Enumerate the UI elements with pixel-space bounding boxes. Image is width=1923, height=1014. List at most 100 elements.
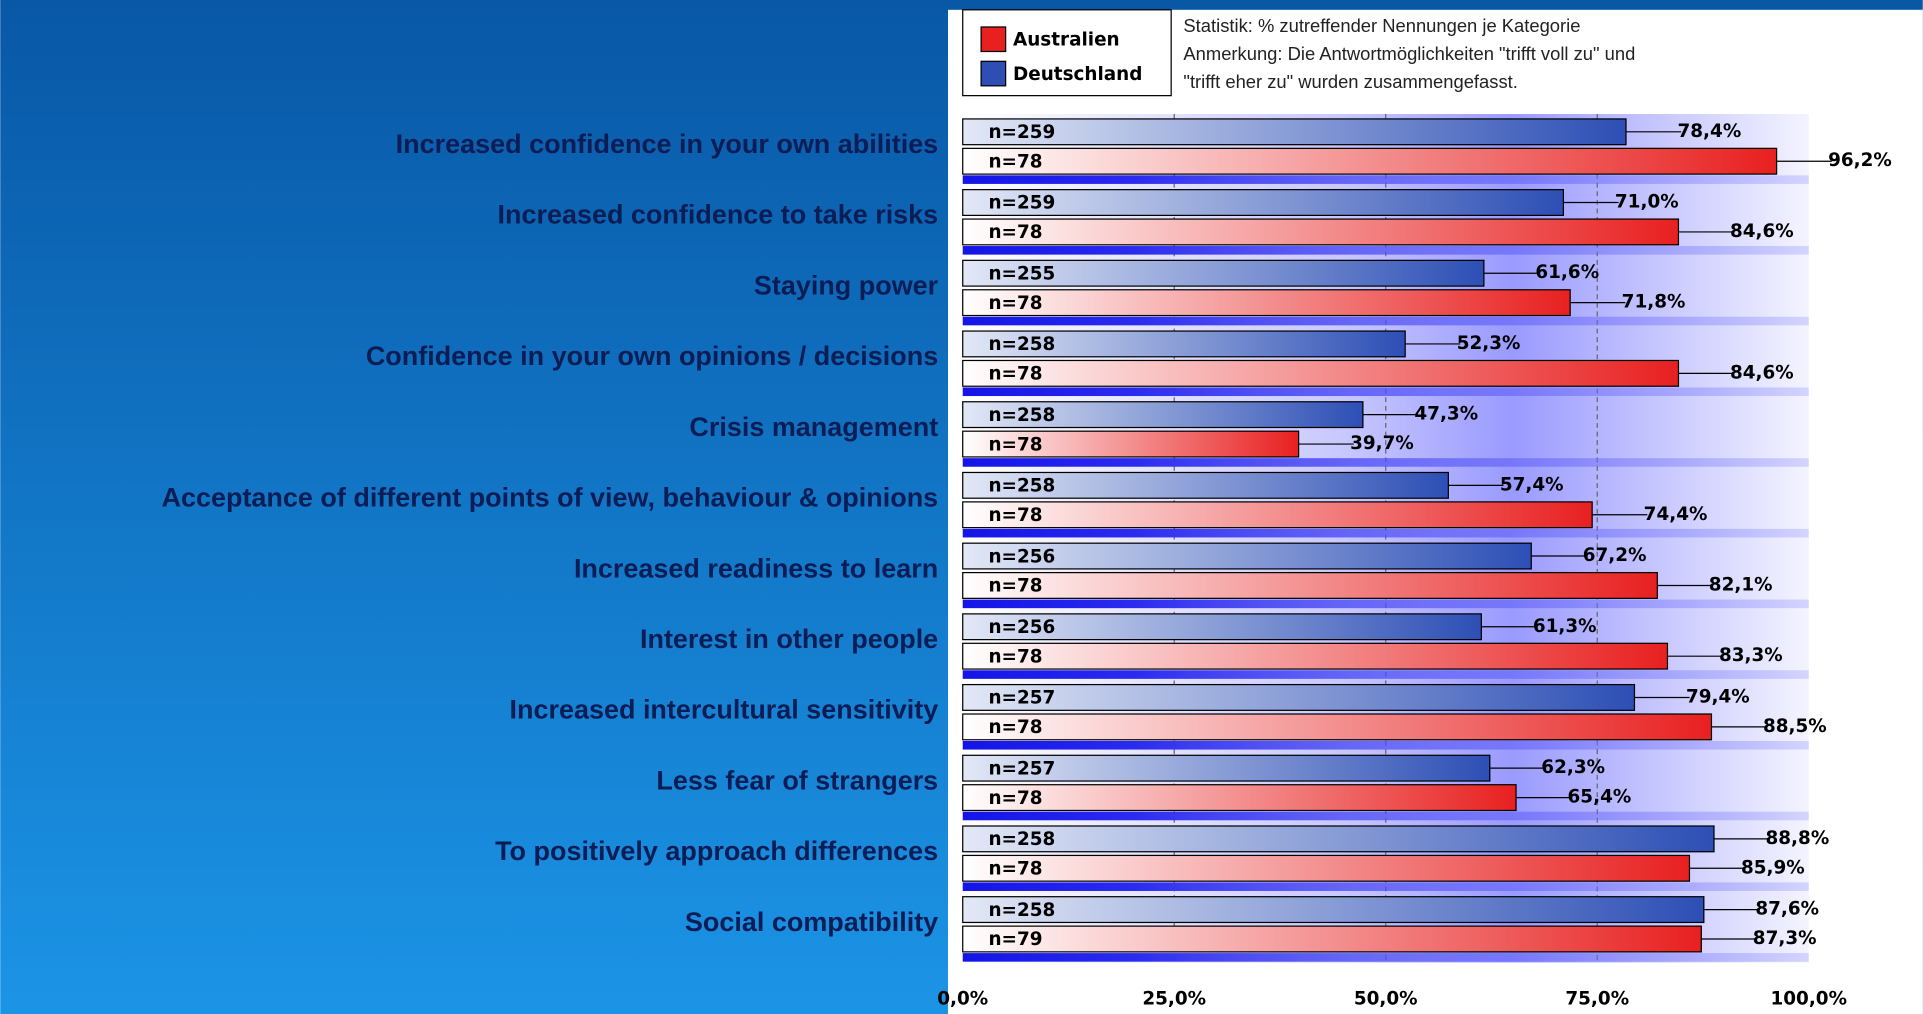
bar — [962, 259, 1485, 287]
bar — [962, 359, 1680, 387]
value-label: 82,1% — [1709, 574, 1773, 595]
category-label: Confidence in your own opinions / decisi… — [366, 341, 938, 371]
row-separator — [962, 953, 1809, 962]
value-label: 85,9% — [1741, 857, 1805, 878]
bar — [962, 218, 1680, 246]
n-label: n=78 — [988, 717, 1042, 738]
legend-label: Australien — [1013, 29, 1120, 50]
value-label: 62,3% — [1541, 757, 1605, 778]
value-label: 96,2% — [1828, 150, 1892, 171]
bar — [962, 289, 1571, 317]
value-label: 71,8% — [1622, 292, 1686, 313]
n-label: n=258 — [988, 476, 1055, 497]
row-separator — [962, 882, 1809, 891]
row-separator — [962, 670, 1809, 679]
n-label: n=78 — [988, 222, 1042, 243]
x-tick-label: 25,0% — [1142, 988, 1206, 1009]
value-label: 39,7% — [1350, 433, 1414, 454]
row-separator — [962, 316, 1809, 326]
category-label: Social compatibility — [685, 907, 938, 937]
bar — [962, 784, 1517, 812]
row-separator — [962, 458, 1809, 467]
value-label: 67,2% — [1583, 545, 1647, 566]
value-label: 87,3% — [1753, 928, 1817, 949]
category-label: Crisis management — [689, 412, 938, 442]
row-separator — [962, 599, 1809, 609]
n-label: n=258 — [988, 900, 1055, 921]
category-label: Staying power — [754, 270, 939, 300]
value-label: 71,0% — [1615, 192, 1679, 213]
n-label: n=257 — [988, 688, 1055, 709]
n-label: n=256 — [988, 546, 1055, 567]
n-label: n=78 — [988, 646, 1042, 667]
n-label: n=259 — [988, 122, 1055, 143]
n-label: n=257 — [988, 758, 1055, 779]
n-label: n=78 — [988, 364, 1042, 385]
n-label: n=78 — [988, 859, 1042, 880]
x-tick-label: 100,0% — [1770, 988, 1847, 1009]
value-label: 61,6% — [1535, 262, 1599, 283]
category-label: Increased confidence to take risks — [498, 200, 939, 230]
category-label: Less fear of strangers — [656, 765, 938, 795]
category-label: Increased confidence in your own abiliti… — [396, 129, 939, 159]
bar — [962, 825, 1715, 853]
bar — [962, 683, 1636, 711]
value-label: 79,4% — [1686, 686, 1750, 707]
value-label: 84,6% — [1730, 221, 1794, 242]
n-label: n=78 — [988, 151, 1042, 172]
bar — [962, 754, 1491, 782]
value-label: 61,3% — [1533, 616, 1597, 637]
n-label: n=78 — [988, 293, 1042, 314]
category-label: Increased readiness to learn — [574, 553, 938, 583]
bar — [962, 501, 1593, 529]
value-label: 87,6% — [1755, 899, 1819, 920]
note: Anmerkung: Die Antwortmöglichkeiten "tri… — [1183, 43, 1635, 64]
bar — [962, 471, 1449, 499]
row-separator — [962, 811, 1809, 821]
category-label: Interest in other people — [640, 624, 938, 654]
bar — [962, 542, 1532, 570]
legend-swatch — [980, 60, 1007, 87]
note: "trifft eher zu" wurden zusammengefasst. — [1183, 71, 1517, 92]
value-label: 78,4% — [1678, 121, 1742, 142]
bar — [962, 642, 1669, 670]
legend-label: Deutschland — [1013, 64, 1142, 85]
x-tick-label: 0,0% — [937, 988, 988, 1009]
category-label: To positively approach differences — [495, 836, 938, 866]
bar — [962, 854, 1691, 882]
value-label: 88,5% — [1763, 716, 1827, 737]
value-label: 88,8% — [1765, 828, 1829, 849]
n-label: n=256 — [988, 617, 1055, 638]
value-label: 83,3% — [1719, 645, 1783, 666]
x-tick-label: 75,0% — [1565, 988, 1629, 1009]
value-label: 65,4% — [1568, 787, 1632, 808]
row-separator — [962, 528, 1809, 538]
value-label: 84,6% — [1730, 362, 1794, 383]
bar — [962, 401, 1364, 429]
value-label: 47,3% — [1414, 404, 1478, 425]
bar — [962, 147, 1778, 175]
bar — [962, 925, 1702, 953]
bar — [962, 430, 1300, 458]
value-label: 52,3% — [1457, 333, 1521, 354]
row-separator — [962, 387, 1809, 397]
x-tick-label: 50,0% — [1354, 988, 1418, 1009]
row-separator — [962, 246, 1809, 255]
bar — [962, 713, 1713, 741]
n-label: n=259 — [988, 193, 1055, 214]
legend-swatch — [980, 26, 1007, 53]
bar — [962, 896, 1705, 924]
n-label: n=78 — [988, 576, 1042, 597]
row-separator — [962, 740, 1809, 750]
n-label: n=255 — [988, 263, 1055, 284]
row-separator — [962, 175, 1809, 184]
value-label: 57,4% — [1500, 474, 1564, 495]
n-label: n=79 — [988, 929, 1042, 950]
category-label: Increased intercultural sensitivity — [510, 695, 939, 725]
bar — [962, 330, 1406, 358]
n-label: n=258 — [988, 829, 1055, 850]
n-label: n=258 — [988, 405, 1055, 426]
bar — [962, 118, 1627, 146]
